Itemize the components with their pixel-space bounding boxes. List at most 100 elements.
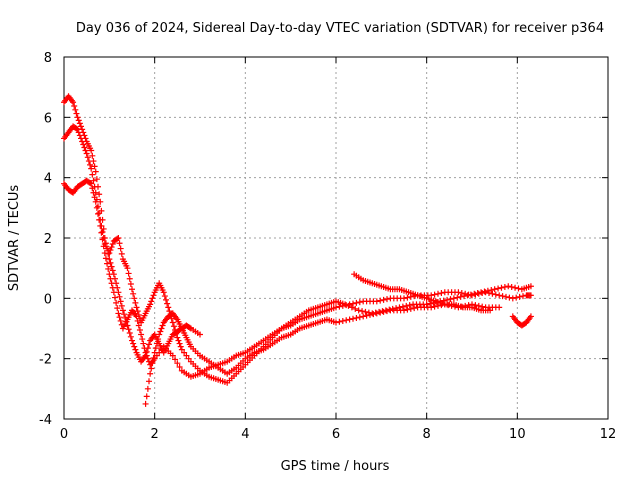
data-point bbox=[116, 240, 123, 247]
data-point bbox=[100, 243, 107, 250]
data-point bbox=[343, 302, 350, 309]
data-point bbox=[75, 117, 82, 124]
data-point bbox=[78, 135, 84, 142]
data-point bbox=[176, 363, 183, 370]
data-point bbox=[475, 290, 482, 297]
data-point bbox=[450, 295, 457, 302]
data-point bbox=[153, 352, 160, 359]
data-point bbox=[104, 260, 111, 267]
data-point bbox=[336, 318, 343, 325]
data-point bbox=[183, 352, 190, 359]
data-point bbox=[488, 287, 495, 294]
data-point bbox=[126, 275, 133, 282]
data-point bbox=[428, 304, 435, 311]
data-point bbox=[407, 305, 414, 312]
data-point bbox=[114, 235, 121, 242]
data-point bbox=[509, 295, 516, 302]
data-point bbox=[151, 355, 158, 362]
data-point bbox=[153, 340, 160, 347]
data-point bbox=[76, 132, 83, 139]
x-tick-label: 4 bbox=[241, 427, 249, 442]
data-point bbox=[487, 307, 494, 314]
data-point bbox=[447, 296, 454, 303]
data-point bbox=[98, 229, 105, 236]
data-point bbox=[356, 299, 363, 306]
data-point bbox=[116, 314, 123, 321]
data-point bbox=[139, 336, 146, 343]
data-point bbox=[101, 250, 108, 257]
data-point bbox=[126, 330, 133, 337]
data-point bbox=[401, 307, 407, 314]
data-point bbox=[423, 301, 430, 308]
data-point bbox=[107, 275, 114, 282]
data-point bbox=[346, 301, 353, 308]
data-point bbox=[377, 297, 384, 304]
data-point bbox=[355, 307, 362, 314]
data-point bbox=[411, 305, 418, 312]
data-point bbox=[140, 340, 147, 347]
data-point bbox=[152, 345, 159, 352]
data-point bbox=[457, 293, 464, 300]
x-tick-labels: 0 2 4 6 8 10 12 bbox=[60, 427, 616, 442]
data-point bbox=[102, 255, 109, 262]
data-point bbox=[88, 147, 95, 154]
data-point bbox=[506, 294, 513, 301]
data-point bbox=[96, 210, 103, 217]
data-point bbox=[163, 296, 169, 303]
data-point bbox=[353, 299, 360, 306]
data-point bbox=[486, 290, 492, 297]
data-point bbox=[72, 106, 79, 113]
data-point bbox=[455, 289, 462, 296]
data-point bbox=[440, 297, 447, 304]
data-point bbox=[87, 179, 94, 186]
data-point bbox=[172, 356, 179, 363]
data-point bbox=[404, 294, 411, 301]
data-point bbox=[85, 158, 92, 165]
data-point bbox=[117, 298, 124, 305]
data-point bbox=[78, 123, 84, 130]
data-point bbox=[359, 308, 366, 315]
data-point bbox=[505, 283, 512, 290]
data-point bbox=[142, 400, 149, 407]
data-point bbox=[155, 336, 162, 343]
data-point bbox=[149, 360, 156, 367]
data-point bbox=[527, 313, 534, 320]
data-point bbox=[90, 177, 97, 184]
data-point bbox=[108, 263, 115, 270]
x-tick-label: 2 bbox=[151, 427, 159, 442]
data-point bbox=[87, 161, 94, 168]
data-point bbox=[176, 340, 183, 347]
data-point bbox=[465, 291, 472, 298]
data-point bbox=[106, 256, 113, 263]
data-point bbox=[350, 300, 356, 307]
data-point bbox=[356, 314, 363, 321]
data-point bbox=[107, 259, 114, 266]
data-point bbox=[380, 296, 387, 303]
data-point bbox=[173, 330, 180, 337]
data-point bbox=[363, 312, 370, 319]
data-point bbox=[97, 222, 104, 229]
data-point bbox=[336, 303, 343, 310]
data-point bbox=[377, 309, 384, 316]
data-point bbox=[499, 293, 506, 300]
data-point bbox=[118, 302, 125, 309]
data-point bbox=[92, 198, 99, 205]
data-point bbox=[119, 307, 126, 314]
data-point bbox=[73, 110, 80, 117]
data-point bbox=[427, 300, 434, 307]
data-point bbox=[333, 304, 339, 311]
data-point bbox=[458, 290, 465, 297]
data-point bbox=[197, 331, 203, 338]
data-point bbox=[116, 293, 123, 300]
data-point bbox=[147, 301, 154, 308]
data-point bbox=[142, 349, 149, 356]
data-point bbox=[75, 129, 82, 136]
data-point bbox=[92, 168, 99, 175]
data-point bbox=[151, 349, 158, 356]
data-point bbox=[406, 302, 413, 309]
data-point bbox=[343, 317, 350, 324]
data-point bbox=[73, 125, 80, 132]
axis-ticks bbox=[63, 56, 609, 420]
data-point bbox=[491, 286, 498, 293]
chart-title: Day 036 of 2024, Sidereal Day-to-day VTE… bbox=[76, 21, 604, 36]
